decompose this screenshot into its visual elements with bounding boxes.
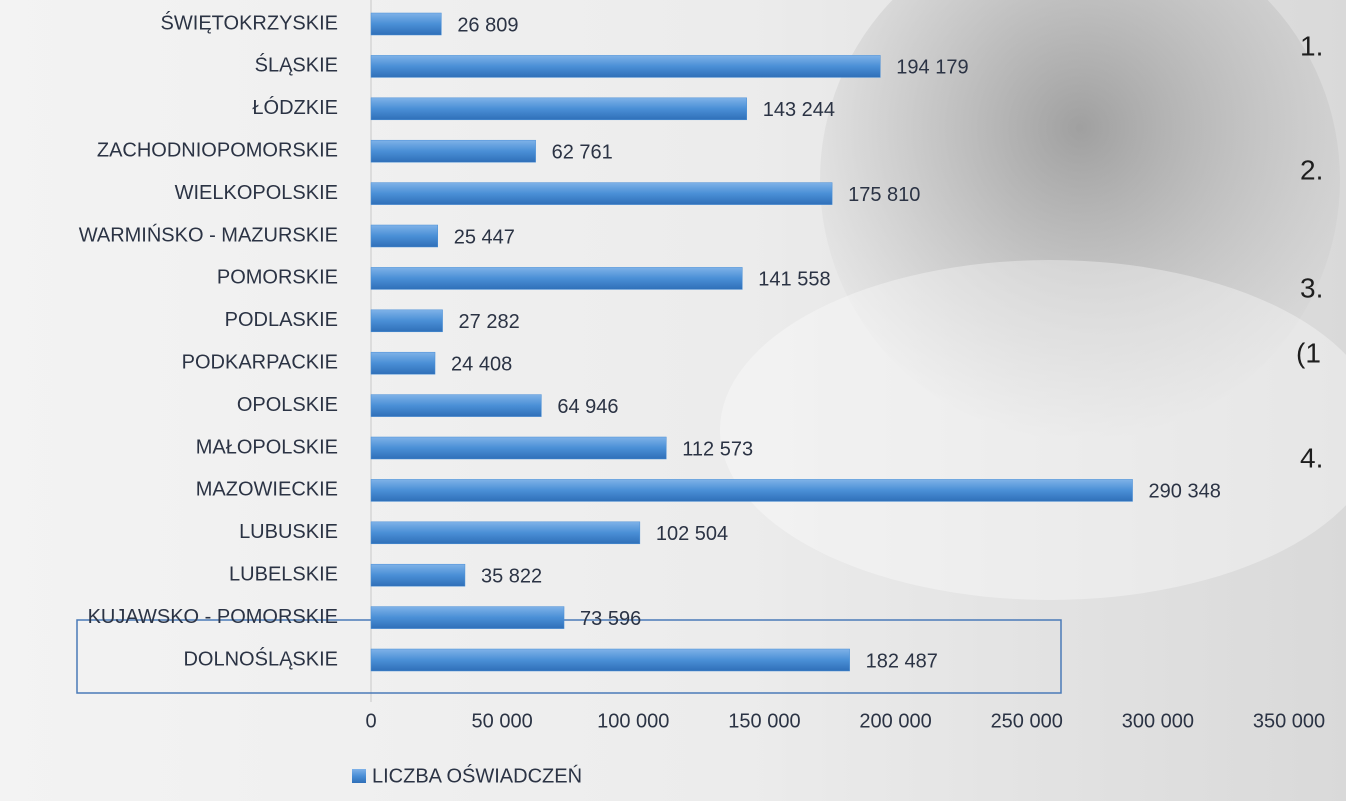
slide-text: 3.: [1300, 272, 1323, 303]
value-label: 143 244: [763, 99, 835, 121]
legend-swatch: [352, 769, 366, 783]
value-label: 182 487: [866, 650, 938, 672]
x-tick-label: 50 000: [472, 710, 533, 732]
bar: [370, 479, 1133, 502]
legend-label: LICZBA OŚWIADCZEŃ: [372, 763, 582, 787]
value-label: 112 573: [682, 438, 753, 460]
bar: [370, 267, 743, 290]
y-tick-label: LUBELSKIE: [229, 563, 338, 585]
bar: [370, 12, 442, 36]
value-label: 290 348: [1149, 481, 1221, 503]
bar: [370, 521, 641, 545]
y-tick-label: MAZOWIECKIE: [196, 479, 338, 501]
x-tick-label: 350 000: [1253, 710, 1325, 732]
value-label: 73 596: [580, 608, 641, 630]
x-tick-label: 300 000: [1122, 710, 1194, 732]
y-tick-label: PODLASKIE: [225, 309, 338, 331]
x-tick-label: 200 000: [859, 710, 931, 732]
y-tick-label: MAŁOPOLSKIE: [196, 436, 338, 458]
bar: [370, 97, 747, 121]
value-label: 141 558: [758, 269, 830, 291]
value-label: 175 810: [848, 184, 920, 206]
highlight-box: [76, 619, 1062, 694]
value-label: 26 809: [457, 14, 518, 36]
value-label: 62 761: [552, 141, 613, 163]
value-label: 25 447: [454, 226, 515, 248]
bar: [370, 309, 443, 333]
slide-text: 1.: [1300, 30, 1323, 61]
value-label: 27 282: [459, 311, 520, 333]
y-tick-label: ŚLĄSKIE: [255, 53, 338, 77]
value-label: 102 504: [656, 523, 728, 545]
bar: [370, 648, 850, 672]
slide-text: 4.: [1300, 442, 1323, 473]
y-tick-label: ZACHODNIOPOMORSKIE: [97, 139, 338, 161]
slide-text: 2.: [1300, 154, 1323, 185]
y-tick-label: WARMIŃSKO - MAZURSKIE: [79, 223, 338, 246]
bar: [370, 351, 436, 375]
y-tick-label: PODKARPACKIE: [182, 351, 338, 373]
bar: [370, 224, 438, 248]
y-tick-label: LUBUSKIE: [239, 521, 338, 543]
bar: [370, 394, 542, 417]
y-tick-label: OPOLSKIE: [237, 394, 338, 416]
y-tick-label: KUJAWSKO - POMORSKIE: [88, 606, 338, 628]
bar: [370, 606, 565, 629]
y-tick-label: WIELKOPOLSKIE: [175, 182, 338, 204]
value-label: 24 408: [451, 353, 512, 375]
background-light: [720, 260, 1346, 600]
x-tick-label: 250 000: [991, 710, 1063, 732]
y-tick-label: ŁÓDZKIE: [252, 96, 338, 119]
bar: [370, 55, 881, 78]
bar: [370, 563, 466, 587]
y-tick-label: DOLNOŚLĄSKIE: [183, 646, 338, 670]
y-tick-label: POMORSKIE: [217, 267, 338, 289]
bar: [370, 139, 536, 163]
value-label: 35 822: [481, 565, 542, 587]
value-label: 194 179: [896, 57, 968, 79]
bar: [370, 182, 833, 205]
x-tick-label: 0: [365, 710, 376, 732]
bar: [370, 436, 667, 460]
x-tick-label: 100 000: [597, 710, 669, 732]
value-label: 64 946: [557, 396, 618, 418]
y-tick-label: ŚWIĘTOKRZYSKIE: [161, 10, 338, 34]
slide-text: (1: [1296, 337, 1321, 368]
background-shadow: [820, 0, 1340, 440]
x-tick-label: 150 000: [728, 710, 800, 732]
